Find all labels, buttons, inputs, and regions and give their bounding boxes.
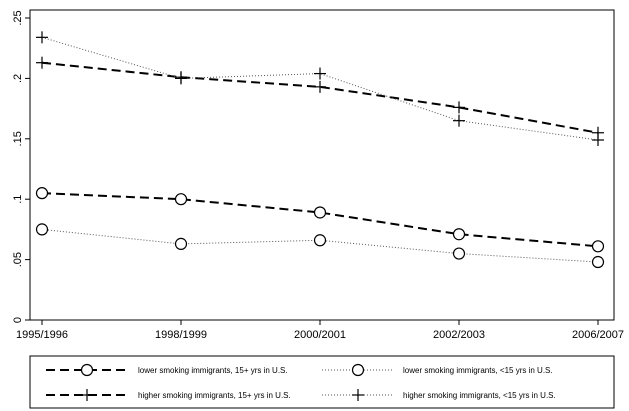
- y-tick-label: 0: [12, 317, 24, 323]
- series-lines: [35, 31, 605, 269]
- legend-label: higher smoking immigrants, <15 yrs in U.…: [403, 391, 556, 400]
- series-line-3: [41, 61, 599, 134]
- series-4-point: [314, 67, 326, 80]
- plot-frame: [29, 9, 615, 321]
- series-3-point: [36, 56, 48, 69]
- series-3-point: [314, 80, 326, 93]
- legend: lower smoking immigrants, 15+ yrs in U.S…: [29, 355, 615, 409]
- series-line-2: [41, 228, 599, 263]
- series-4-point: [453, 114, 465, 127]
- x-tick-label: 1995/1996: [16, 329, 68, 341]
- legend-label: higher smoking immigrants, 15+ yrs in U.…: [138, 391, 291, 400]
- x-tick-label: 2000/2001: [294, 329, 346, 341]
- series-2-point: [452, 247, 466, 260]
- series-line-1: [41, 192, 599, 248]
- series-1-point: [35, 187, 49, 200]
- series-1-point: [591, 240, 605, 253]
- series-2-point: [591, 255, 605, 269]
- legend-marker: [81, 389, 93, 401]
- x-tick-label: 1998/1999: [155, 329, 207, 341]
- legend-marker: [352, 389, 364, 401]
- series-1-point: [452, 228, 466, 241]
- series-1-point: [174, 193, 188, 206]
- y-tick-label: .1: [12, 195, 24, 204]
- series-2-point: [35, 223, 49, 236]
- y-tick-label: .15: [12, 131, 24, 146]
- y-tick-label: .25: [12, 10, 24, 25]
- series-4-point: [175, 72, 187, 85]
- series-4-point: [592, 134, 604, 147]
- series-line-4: [41, 36, 599, 141]
- series-4-point: [36, 31, 48, 44]
- series-3-point: [453, 101, 465, 114]
- legend-marker: [80, 363, 94, 377]
- x-tick-label: 2002/2003: [433, 329, 485, 341]
- legend-box: [29, 355, 615, 409]
- series-1-point: [313, 206, 327, 219]
- legend-label: lower smoking immigrants, 15+ yrs in U.S…: [138, 366, 288, 375]
- y-tick-label: .05: [12, 252, 24, 267]
- legend-marker: [351, 363, 365, 377]
- axes: 0 .05 .1 .15 .2 .25 1995/1996 1998/1999 2000/200…: [12, 9, 624, 341]
- series-2-point: [313, 234, 327, 247]
- legend-label: lower smoking immigrants, <15 yrs in U.S…: [403, 366, 553, 375]
- x-tick-label: 2006/2007: [572, 329, 624, 341]
- y-tick-label: .2: [12, 74, 24, 83]
- series-2-point: [174, 237, 188, 250]
